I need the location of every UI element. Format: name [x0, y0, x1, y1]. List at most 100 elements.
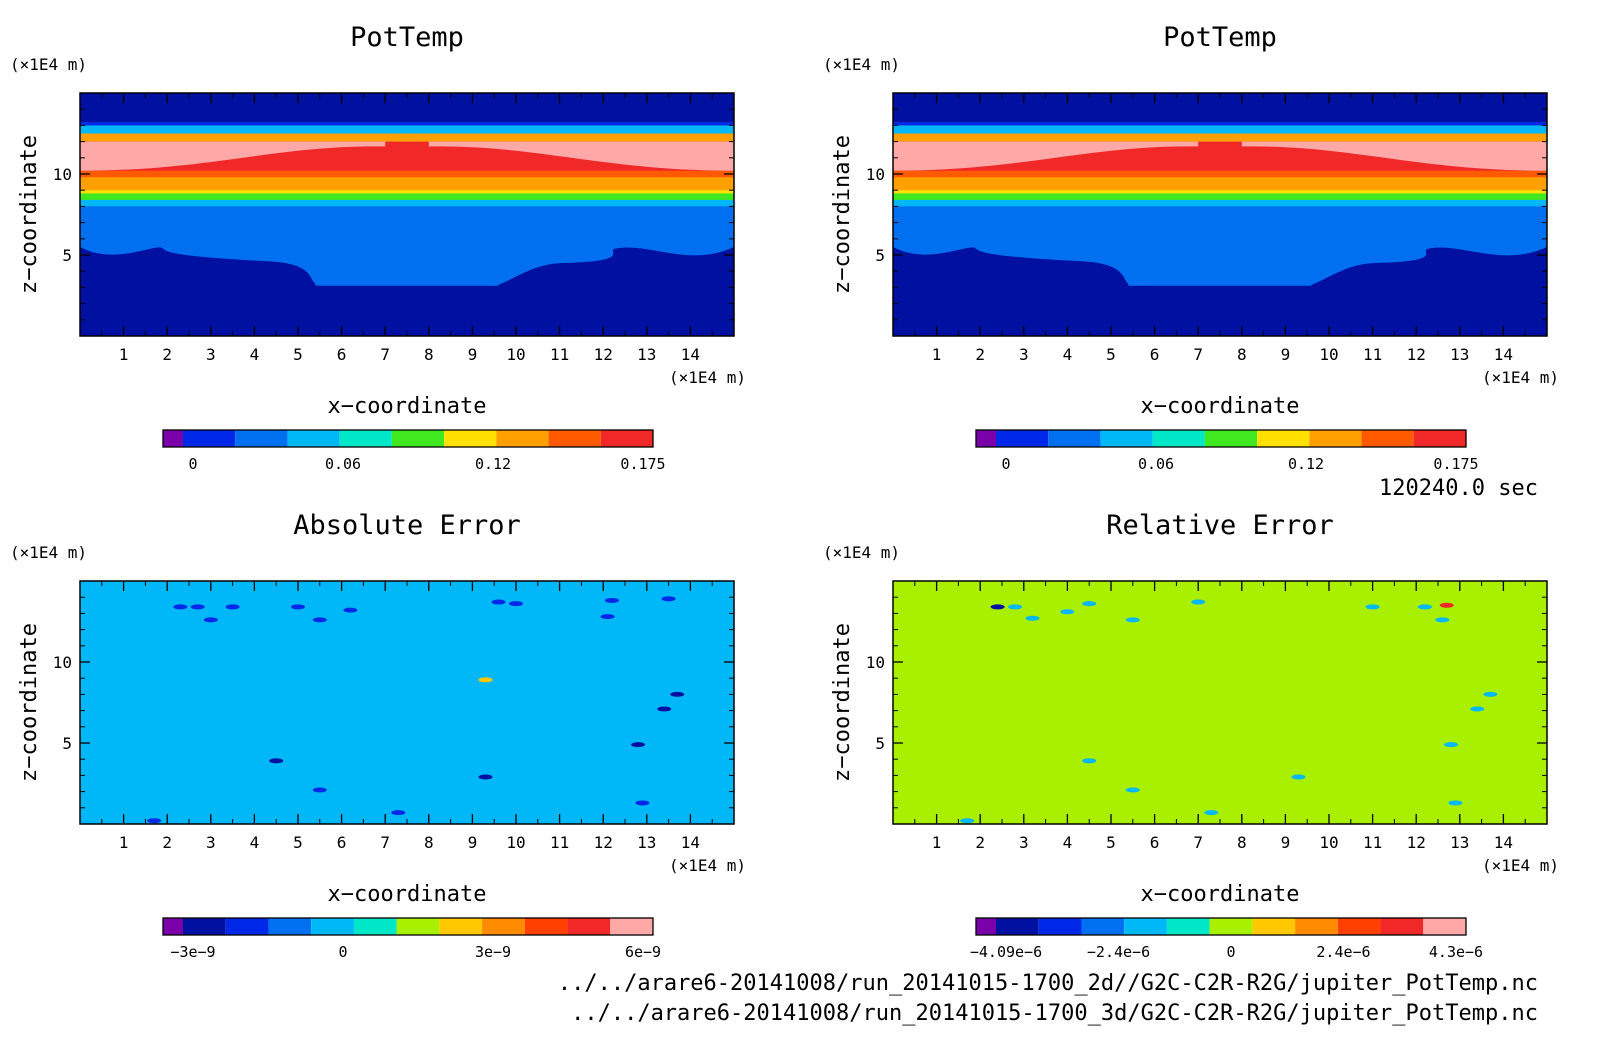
x-tick-label: 13: [1450, 345, 1469, 364]
error-patch-14: [1444, 742, 1459, 748]
colorbar-tick-label: 3e−9: [475, 943, 511, 961]
error-patch-15: [1082, 758, 1097, 764]
x-tick-label: 4: [250, 833, 260, 852]
x-tick-label: 12: [1407, 833, 1426, 852]
y-tick-label: 10: [53, 165, 72, 184]
colorbar-swatch: [976, 918, 996, 935]
colorbar-swatch: [268, 918, 312, 935]
contour-pink-left: [80, 141, 386, 171]
error-patch-8: [1365, 604, 1380, 610]
colorbar-frame: [162, 917, 654, 936]
colorbar-swatch: [1124, 918, 1167, 935]
x-tick-label: 2: [975, 833, 985, 852]
x-tick-label: 9: [1281, 345, 1291, 364]
x-tick-label: 11: [550, 345, 569, 364]
colorbar-swatch: [496, 430, 549, 447]
x-tick-label: 2: [162, 833, 172, 852]
colorbar-swatch: [163, 918, 183, 935]
file-path-1: ../../arare6-20141008/run_20141015-1700_…: [558, 971, 1538, 996]
plot-area: [79, 580, 735, 825]
x-tick-label: 8: [424, 833, 434, 852]
x-axis-label: x−coordinate: [328, 882, 487, 907]
plot-area: [79, 92, 735, 337]
error-patch-14: [670, 691, 685, 697]
error-patch-9: [509, 601, 523, 607]
error-patch-22: [147, 818, 162, 824]
error-patch-7: [1191, 599, 1206, 605]
contour-band-upper-blue2: [80, 122, 734, 126]
y-unit-label: (×1E4 m): [823, 55, 900, 74]
x-tick-label: 4: [250, 345, 260, 364]
colorbar-tick-label: −2.4e−6: [1087, 943, 1150, 961]
contour-blue-lobes: [80, 206, 734, 286]
error-patch-15: [657, 706, 672, 712]
colorbar-swatch: [976, 430, 996, 447]
colorbar-swatch: [163, 430, 183, 447]
contour-field: [893, 93, 1547, 336]
error-patch-21: [391, 810, 406, 816]
error-patch-10: [1435, 617, 1450, 623]
error-patch-1: [990, 604, 1005, 610]
error-patch-11: [600, 614, 615, 620]
x-tick-label: 2: [162, 345, 172, 364]
x-tick-label: 14: [681, 833, 700, 852]
error-background: [80, 581, 734, 824]
x-tick-label: 9: [1281, 833, 1291, 852]
colorbar-swatch: [524, 918, 568, 935]
colorbar-swatch: [1309, 430, 1362, 447]
plot-area: [892, 92, 1548, 337]
error-patch-13: [478, 677, 493, 683]
x-tick-label: 11: [1363, 345, 1382, 364]
x-tick-label: 4: [1063, 833, 1073, 852]
colorbar-tick-label: 0: [338, 943, 347, 961]
x-tick-label: 13: [637, 833, 656, 852]
chart-title: PotTemp: [1163, 22, 1277, 53]
error-patch-17: [1291, 774, 1306, 780]
x-tick-label: 13: [1450, 833, 1469, 852]
contour-band-green: [80, 191, 734, 200]
y-tick-label: 10: [53, 653, 72, 672]
x-tick-label: 11: [1363, 833, 1382, 852]
error-patch-12: [661, 596, 676, 602]
x-tick-label: 1: [932, 345, 942, 364]
colorbar-frame: [975, 917, 1467, 936]
error-patch-6: [312, 617, 327, 623]
colorbar-swatch: [1337, 918, 1381, 935]
colorbar-swatch: [610, 918, 653, 935]
error-patch-11: [1439, 602, 1454, 608]
x-tick-label: 2: [975, 345, 985, 364]
x-tick-label: 1: [119, 345, 129, 364]
colorbar-swatch: [1361, 430, 1414, 447]
colorbar-swatch: [183, 430, 236, 447]
x-tick-label: 3: [206, 833, 216, 852]
x-tick-label: 8: [1237, 833, 1247, 852]
y-tick-label: 5: [62, 734, 72, 753]
colorbar-tick-label: 0.175: [620, 455, 665, 473]
colorbar-swatch: [1038, 918, 1082, 935]
x-tick-label: 8: [424, 345, 434, 364]
y-unit-label: (×1E4 m): [10, 543, 87, 562]
contour-pink-left: [893, 141, 1199, 171]
x-tick-label: 7: [380, 345, 390, 364]
colorbar-swatch: [183, 918, 226, 935]
error-patch-9: [1417, 604, 1432, 610]
x-tick-label: 5: [1106, 345, 1116, 364]
x-tick-label: 4: [1063, 345, 1073, 364]
error-patch-16: [631, 742, 646, 748]
x-tick-label: 6: [1150, 345, 1160, 364]
colorbar-swatch: [396, 918, 440, 935]
x-tick-label: 1: [119, 833, 129, 852]
y-unit-label: (×1E4 m): [10, 55, 87, 74]
y-tick-label: 10: [866, 653, 885, 672]
x-tick-label: 6: [337, 345, 347, 364]
colorbar-tick-label: −4.09e−6: [970, 943, 1042, 961]
x-tick-label: 14: [681, 345, 700, 364]
colorbar-swatch: [548, 430, 601, 447]
error-patch-8: [491, 599, 506, 605]
colorbar-tick-label: 4.3e−6: [1429, 943, 1483, 961]
colorbar-swatch: [353, 918, 397, 935]
error-patch-7: [343, 607, 358, 613]
error-patch-17: [269, 758, 284, 764]
colorbar-swatch: [1257, 430, 1310, 447]
colorbar-swatch: [1048, 430, 1101, 447]
